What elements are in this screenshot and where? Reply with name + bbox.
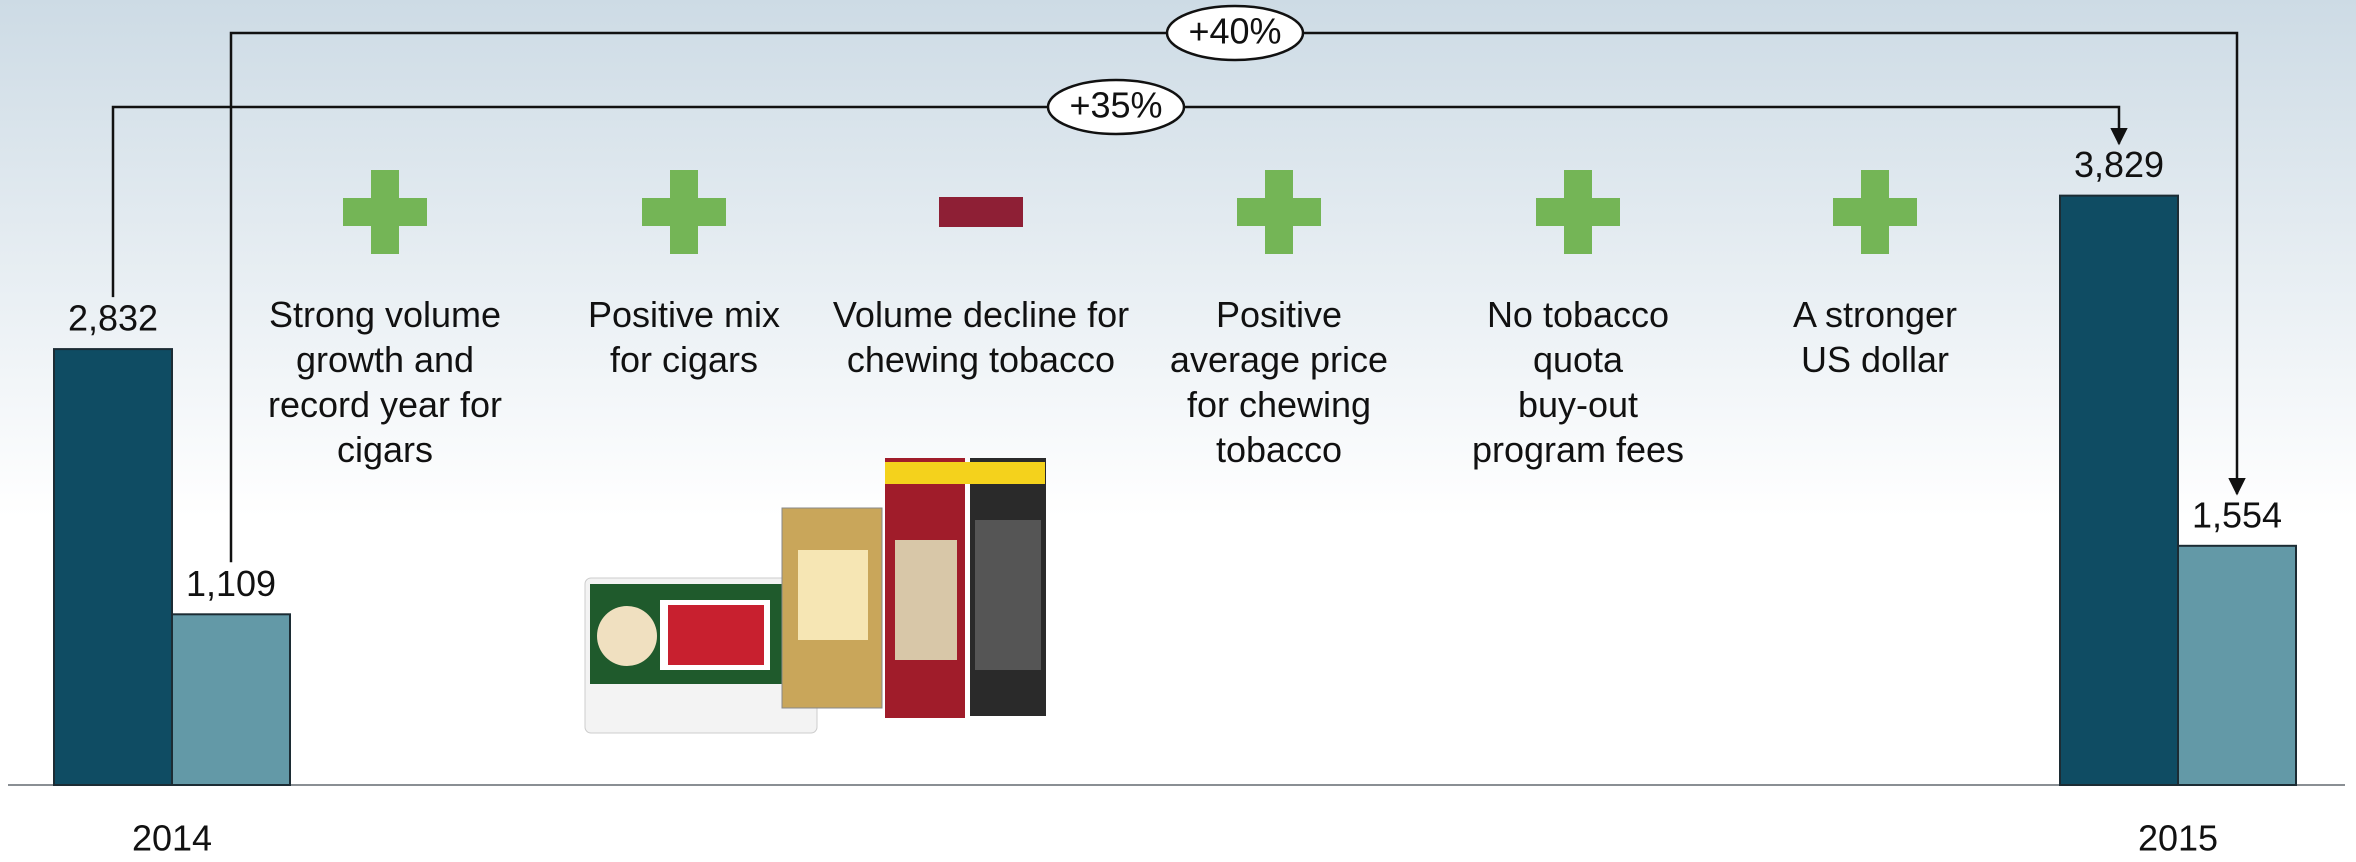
factor-line: No tobacco: [1487, 294, 1669, 335]
growth-label: +40%: [1188, 11, 1281, 52]
bar: [2178, 546, 2296, 785]
factor-line: tobacco: [1216, 429, 1342, 470]
factor-line: for chewing: [1187, 384, 1371, 425]
x-tick-label: 2014: [132, 818, 212, 859]
value-label: 2,832: [68, 298, 158, 339]
factor-line: Positive mix: [588, 294, 780, 335]
factor-line: Volume decline for: [833, 294, 1129, 335]
factor-line: US dollar: [1801, 339, 1949, 380]
value-label: 1,554: [2192, 494, 2282, 535]
factor-line: quota: [1533, 339, 1624, 380]
bar: [2060, 196, 2178, 785]
factor-line: Strong volume: [269, 294, 501, 335]
factor-line: buy-out: [1518, 384, 1638, 425]
factor-line: record year for: [268, 384, 502, 425]
factor-line: Positive: [1216, 294, 1342, 335]
chart: 2014 2,832 1,109 2015 3,829 1,554 +40% +35% Stro…: [0, 0, 2356, 862]
factor-line: cigars: [337, 429, 433, 470]
minus-icon: [939, 197, 1023, 227]
factor-line: growth and: [296, 339, 474, 380]
value-label: 3,829: [2074, 144, 2164, 185]
x-tick-label: 2015: [2138, 818, 2218, 859]
growth-label: +35%: [1069, 85, 1162, 126]
page: 2014 2,832 1,109 2015 3,829 1,554 +40% +35% Stro…: [0, 0, 2356, 862]
factor-line: program fees: [1472, 429, 1684, 470]
factor-line: chewing tobacco: [847, 339, 1115, 380]
factor-line: average price: [1170, 339, 1388, 380]
factor-line: for cigars: [610, 339, 758, 380]
bar: [54, 349, 172, 785]
factor-line: A stronger: [1793, 294, 1957, 335]
bar: [172, 614, 290, 785]
value-label: 1,109: [186, 563, 276, 604]
